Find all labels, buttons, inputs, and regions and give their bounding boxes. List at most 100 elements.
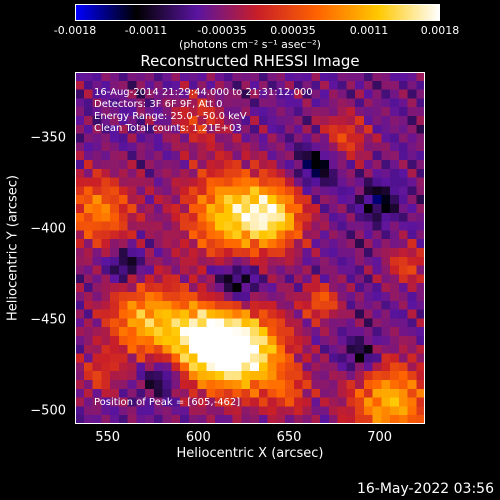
heatmap-cell <box>188 292 199 302</box>
heatmap-cell <box>372 212 382 223</box>
heatmap-cell <box>188 265 199 275</box>
heatmap-cell <box>355 204 365 214</box>
heatmap-cell <box>407 309 417 319</box>
heatmap-cell <box>127 248 137 258</box>
heatmap-cell <box>363 186 374 196</box>
heatmap-cell <box>118 336 129 346</box>
heatmap-cell <box>118 309 129 319</box>
heatmap-cell <box>372 177 382 187</box>
heatmap-cell <box>188 80 199 91</box>
heatmap-cell <box>136 371 146 381</box>
heatmap-cell <box>92 318 102 328</box>
heatmap-cell <box>302 221 312 231</box>
heatmap-cell <box>346 336 356 346</box>
heatmap-cell <box>171 248 181 258</box>
heatmap-cell <box>328 318 339 328</box>
heatmap-cell <box>407 72 417 82</box>
heatmap-cell <box>302 274 312 284</box>
heatmap-cell <box>416 168 425 179</box>
heatmap-cell <box>110 212 120 223</box>
heatmap-cell <box>337 186 347 196</box>
heatmap-cell <box>337 204 347 214</box>
heatmap-cell <box>171 133 181 143</box>
heatmap-cell <box>267 362 277 372</box>
heatmap-cell <box>285 248 295 258</box>
heatmap-cell <box>285 151 295 161</box>
heatmap-cell <box>372 204 382 214</box>
heatmap-cell <box>398 151 409 161</box>
heatmap-cell <box>215 388 225 399</box>
heatmap-cell <box>101 353 111 363</box>
heatmap-cell <box>197 72 207 82</box>
heatmap-cell <box>215 344 225 355</box>
heatmap-cell <box>328 406 339 416</box>
heatmap-cell <box>180 336 190 346</box>
heatmap-cell <box>153 248 164 258</box>
heatmap-cell <box>346 151 356 161</box>
heatmap-cell <box>162 89 172 99</box>
heatmap-cell <box>355 212 365 223</box>
heatmap-cell <box>232 380 242 390</box>
heatmap-cell <box>223 256 234 267</box>
heatmap-cell <box>258 133 269 143</box>
heatmap-cell <box>302 362 312 372</box>
heatmap-cell <box>110 344 120 355</box>
heatmap-cell <box>285 239 295 249</box>
heatmap-cell <box>407 362 417 372</box>
heatmap-cell <box>241 195 251 205</box>
heatmap-cell <box>337 371 347 381</box>
heatmap-cell <box>110 380 120 390</box>
heatmap-cell <box>267 327 277 337</box>
heatmap-cell <box>171 195 181 205</box>
heatmap-cell <box>232 89 242 99</box>
heatmap-cell <box>346 177 356 187</box>
heatmap-cell <box>215 195 225 205</box>
heatmap-cell <box>215 168 225 179</box>
heatmap-cell <box>197 212 207 223</box>
heatmap-cell <box>136 177 146 187</box>
heatmap-cell <box>276 195 286 205</box>
heatmap-cell <box>232 274 242 284</box>
heatmap-cell <box>390 124 400 135</box>
heatmap-cell <box>136 221 146 231</box>
heatmap-cell <box>162 327 172 337</box>
heatmap-cell <box>355 300 365 311</box>
heatmap-cell <box>197 204 207 214</box>
heatmap-cell <box>223 274 234 284</box>
heatmap-cell <box>407 406 417 416</box>
heatmap-cell <box>118 362 129 372</box>
heatmap-cell <box>346 72 356 82</box>
heatmap-cell <box>215 415 225 424</box>
heatmap-cell <box>75 142 85 152</box>
heatmap-cell <box>127 388 137 399</box>
heatmap-cell <box>145 80 155 91</box>
heatmap-cell <box>416 221 425 231</box>
heatmap-cell <box>381 265 391 275</box>
heatmap-cell <box>162 353 172 363</box>
heatmap-cell <box>197 142 207 152</box>
heatmap-cell <box>118 151 129 161</box>
heatmap-cell <box>118 344 129 355</box>
heatmap-cell <box>372 248 382 258</box>
heatmap-cell <box>145 142 155 152</box>
heatmap-cell <box>171 274 181 284</box>
heatmap-cell <box>110 142 120 152</box>
heatmap-cell <box>171 362 181 372</box>
heatmap-cell <box>320 274 330 284</box>
heatmap-cell <box>136 195 146 205</box>
heatmap-cell <box>250 362 260 372</box>
heatmap-cell <box>153 397 164 407</box>
heatmap-cell <box>180 415 190 424</box>
heatmap-cell <box>337 362 347 372</box>
heatmap-cell <box>416 239 425 249</box>
heatmap-cell <box>258 142 269 152</box>
heatmap-cell <box>215 300 225 311</box>
heatmap-cell <box>118 300 129 311</box>
heatmap-cell <box>363 107 374 117</box>
heatmap-cell <box>267 177 277 187</box>
heatmap-cell <box>372 318 382 328</box>
heatmap-cell <box>416 415 425 424</box>
heatmap-cell <box>197 195 207 205</box>
heatmap-cell <box>276 168 286 179</box>
heatmap-cell <box>267 80 277 91</box>
